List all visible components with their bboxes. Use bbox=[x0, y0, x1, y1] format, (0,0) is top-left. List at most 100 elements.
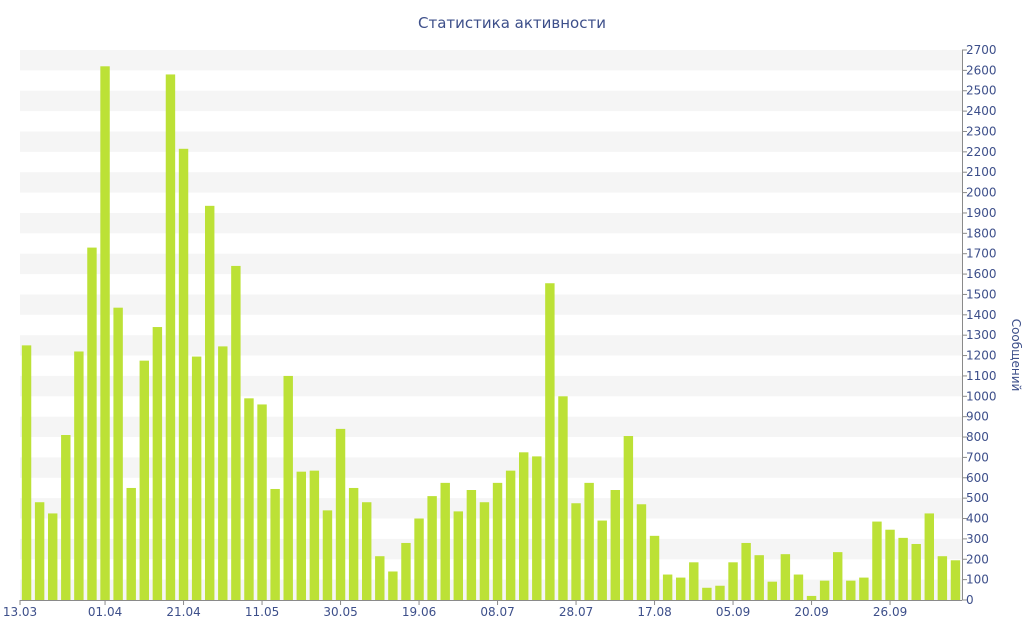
bar bbox=[87, 247, 97, 600]
bar bbox=[348, 487, 359, 600]
bar bbox=[872, 521, 882, 600]
y-tick-label: 400 bbox=[966, 512, 989, 526]
bar bbox=[139, 360, 150, 600]
bar bbox=[21, 345, 32, 600]
x-tick-label: 08.07 bbox=[480, 605, 514, 619]
y-tick-label: 1400 bbox=[966, 308, 997, 322]
grid-band bbox=[20, 416, 962, 438]
y-tick-label: 2500 bbox=[966, 84, 997, 98]
bar bbox=[911, 543, 921, 600]
grid-band bbox=[20, 457, 962, 478]
bar bbox=[231, 265, 241, 600]
y-tick-label: 1200 bbox=[966, 349, 997, 363]
bar bbox=[571, 503, 581, 600]
x-tick-label: 11.05 bbox=[245, 605, 279, 619]
x-axis: 13.03 01.04 21.04 11.05 30.05 19.06 08.07 28.07… bbox=[3, 600, 962, 619]
y-tick-label: 1000 bbox=[966, 389, 997, 403]
bar bbox=[662, 574, 673, 600]
bar bbox=[191, 356, 202, 600]
bar bbox=[558, 396, 568, 600]
chart-title: Статистика активности bbox=[418, 14, 606, 32]
grid-band bbox=[20, 131, 962, 152]
y-axis: 0 100 200 300 400 500 600 700 800 900 1000 1100 1200… bbox=[962, 43, 997, 607]
bar bbox=[414, 518, 424, 600]
bar bbox=[388, 571, 398, 600]
bar bbox=[832, 552, 843, 600]
bar bbox=[309, 470, 320, 600]
grid-band bbox=[20, 335, 962, 356]
bar bbox=[636, 504, 647, 600]
bar bbox=[466, 490, 477, 600]
y-tick-label: 2100 bbox=[966, 165, 997, 179]
x-tick-label: 28.07 bbox=[559, 605, 593, 619]
bar bbox=[859, 577, 869, 600]
x-tick-label: 21.04 bbox=[166, 605, 200, 619]
x-tick-label: 26.09 bbox=[873, 605, 907, 619]
bar bbox=[937, 556, 948, 600]
y-tick-label: 600 bbox=[966, 471, 989, 485]
bar bbox=[754, 555, 764, 600]
grid-band bbox=[20, 375, 962, 397]
x-tick-label: 20.09 bbox=[794, 605, 828, 619]
x-tick-label: 19.06 bbox=[402, 605, 436, 619]
bar bbox=[152, 327, 163, 600]
bar bbox=[479, 502, 490, 600]
grid-band bbox=[20, 579, 962, 600]
grid-band bbox=[20, 172, 962, 193]
grid-band bbox=[20, 538, 962, 560]
bar bbox=[178, 148, 189, 600]
y-axis-label: Сообщений bbox=[1009, 319, 1023, 392]
bar bbox=[780, 554, 791, 600]
y-tick-label: 1900 bbox=[966, 206, 997, 220]
bar bbox=[113, 307, 123, 600]
bar bbox=[505, 470, 516, 600]
grid-band bbox=[20, 90, 962, 112]
grid-band bbox=[20, 50, 962, 71]
bar bbox=[453, 511, 464, 600]
bar bbox=[335, 428, 346, 600]
y-tick-label: 2400 bbox=[966, 104, 997, 118]
y-tick-label: 300 bbox=[966, 532, 989, 546]
y-tick-label: 0 bbox=[966, 593, 974, 607]
bar bbox=[492, 482, 503, 600]
y-tick-label: 500 bbox=[966, 491, 989, 505]
bar bbox=[100, 66, 110, 601]
grid-band bbox=[20, 498, 962, 519]
bar bbox=[518, 452, 529, 600]
grid-band bbox=[20, 294, 962, 315]
bar bbox=[675, 577, 686, 600]
bar bbox=[702, 587, 712, 600]
bar bbox=[427, 496, 437, 600]
bar bbox=[689, 562, 699, 600]
bar bbox=[204, 205, 215, 601]
x-tick-label: 05.09 bbox=[716, 605, 750, 619]
x-tick-label: 17.08 bbox=[637, 605, 671, 619]
bar bbox=[597, 520, 607, 600]
bar bbox=[610, 490, 621, 600]
y-tick-label: 200 bbox=[966, 552, 989, 566]
bar bbox=[165, 74, 176, 600]
bar bbox=[793, 574, 804, 600]
bar bbox=[126, 487, 136, 600]
bar bbox=[545, 283, 555, 600]
bar bbox=[532, 456, 542, 600]
y-tick-label: 2300 bbox=[966, 124, 997, 138]
bar bbox=[819, 580, 830, 600]
y-tick-label: 900 bbox=[966, 410, 989, 424]
y-tick-label: 1500 bbox=[966, 287, 997, 301]
bar bbox=[283, 375, 293, 600]
x-tick-label: 01.04 bbox=[88, 605, 122, 619]
bar bbox=[767, 581, 778, 600]
y-tick-label: 700 bbox=[966, 450, 989, 464]
bar bbox=[846, 580, 856, 600]
grid-bands bbox=[20, 50, 962, 600]
y-tick-label: 2000 bbox=[966, 186, 997, 200]
bar bbox=[375, 556, 385, 600]
bar bbox=[270, 488, 280, 600]
bar bbox=[34, 502, 45, 600]
y-tick-label: 800 bbox=[966, 430, 989, 444]
bar bbox=[806, 595, 817, 600]
bar bbox=[623, 436, 634, 600]
y-tick-label: 1600 bbox=[966, 267, 997, 281]
